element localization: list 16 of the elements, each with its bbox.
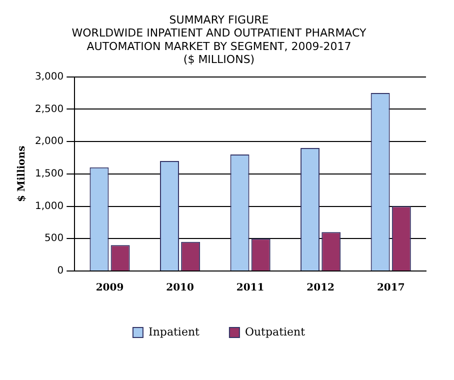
x-tick-label: 2012 bbox=[306, 282, 335, 294]
y-axis-title: $ Millions bbox=[16, 145, 28, 202]
x-tick-label: 2011 bbox=[236, 282, 264, 294]
legend-label: Inpatient bbox=[148, 325, 200, 338]
y-tick-label: 3,000 bbox=[34, 71, 64, 82]
y-tick-label: 2,000 bbox=[34, 136, 64, 148]
y-tick-label: 0 bbox=[57, 266, 64, 277]
legend-label: Outpatient bbox=[244, 325, 306, 338]
chart-title: SUMMARY FIGURE WORLDWIDE INPATIENT AND OUTPATIENT PHARMACY AUTOMATION MARKET BY SEGMENT, 2009-2017 ($ MILLIONS) bbox=[72, 13, 366, 66]
y-tick-label: 2,500 bbox=[34, 104, 64, 115]
x-tick-label: 2017 bbox=[376, 282, 405, 294]
y-tick-label: 500 bbox=[44, 233, 64, 244]
x-tick-label: 2009 bbox=[96, 282, 124, 294]
x-tick-label: 2010 bbox=[166, 282, 194, 294]
y-tick-label: 1,500 bbox=[34, 168, 64, 180]
y-tick-label: 1,000 bbox=[34, 200, 64, 212]
